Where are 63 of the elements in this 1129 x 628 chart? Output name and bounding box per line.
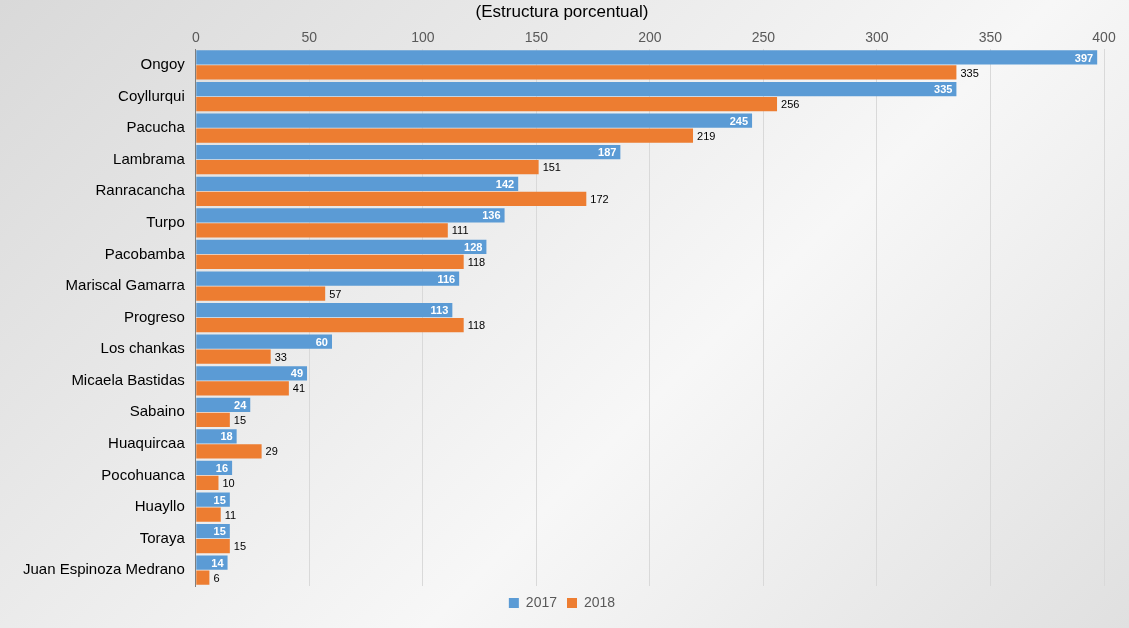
data-label: 335	[960, 66, 979, 79]
y-tick-label: Ongoy	[140, 55, 186, 73]
y-tick-label: Pacobamba	[104, 244, 186, 262]
x-tick-label: 200	[638, 28, 662, 45]
data-label: 118	[467, 319, 486, 332]
data-label: 60	[315, 335, 328, 348]
data-label: 11	[224, 508, 237, 521]
x-tick-label: 100	[411, 28, 435, 45]
data-label: 151	[542, 161, 561, 174]
data-label: 335	[934, 83, 953, 96]
y-tick-label: Pocohuanca	[101, 465, 186, 483]
data-label: 41	[292, 382, 306, 395]
y-tick-label: Juan Espinoza Medrano	[22, 560, 185, 578]
data-label: 187	[598, 146, 617, 159]
data-label: 116	[437, 272, 456, 285]
y-tick-label: Los chankas	[100, 339, 185, 357]
data-label: 57	[329, 287, 342, 300]
y-tick-label: Mariscal Gamarra	[65, 276, 186, 294]
data-label: 33	[274, 350, 287, 363]
y-tick-label: Progreso	[123, 307, 185, 325]
y-tick-label: Micaela Bastidas	[71, 370, 185, 388]
x-tick-label: 350	[978, 28, 1003, 45]
x-tick-label: 150	[524, 28, 549, 45]
data-label: 15	[213, 493, 226, 506]
chart-title: (Estructura porcentual)	[475, 1, 649, 21]
y-tick-label: Huaquircaa	[108, 434, 186, 452]
data-label: 15	[233, 540, 247, 553]
x-tick-label: 400	[1092, 28, 1116, 45]
y-tick-label: Turpo	[146, 213, 185, 231]
y-tick-label: Toraya	[139, 528, 186, 546]
data-label: 113	[430, 304, 449, 317]
data-label: 256	[781, 98, 800, 111]
y-tick-label: Pacucha	[126, 118, 186, 136]
y-tick-label: Lambrama	[113, 149, 186, 167]
legend-label: 2018	[584, 593, 616, 610]
data-label: 24	[234, 398, 248, 411]
y-tick-label: Sabaino	[129, 402, 185, 420]
data-label: 136	[482, 209, 501, 222]
x-tick-label: 250	[751, 28, 776, 45]
data-label: 49	[290, 367, 304, 380]
data-label: 10	[222, 477, 235, 490]
data-label: 29	[265, 445, 278, 458]
data-label: 142	[495, 177, 515, 190]
x-tick-label: 0	[191, 28, 200, 45]
data-label: 397	[1074, 51, 1094, 64]
x-tick-label: 300	[865, 28, 889, 45]
data-label: 219	[697, 129, 716, 142]
data-label: 245	[729, 114, 749, 127]
y-tick-label: Coyllurqui	[118, 86, 185, 104]
data-label: 111	[451, 224, 469, 237]
legend-label: 2017	[525, 593, 558, 610]
data-label: 18	[220, 430, 233, 443]
data-label: 15	[233, 413, 247, 426]
data-label: 172	[590, 192, 609, 205]
data-label: 118	[467, 255, 486, 268]
data-label: 6	[213, 571, 220, 584]
data-label: 15	[213, 525, 226, 538]
y-tick-label: Huayllo	[134, 497, 185, 515]
data-label: 14	[211, 556, 225, 569]
data-label: 16	[215, 462, 229, 475]
y-tick-label: Ranracancha	[95, 181, 186, 199]
data-label: 128	[464, 240, 483, 253]
x-tick-label: 50	[301, 28, 318, 45]
